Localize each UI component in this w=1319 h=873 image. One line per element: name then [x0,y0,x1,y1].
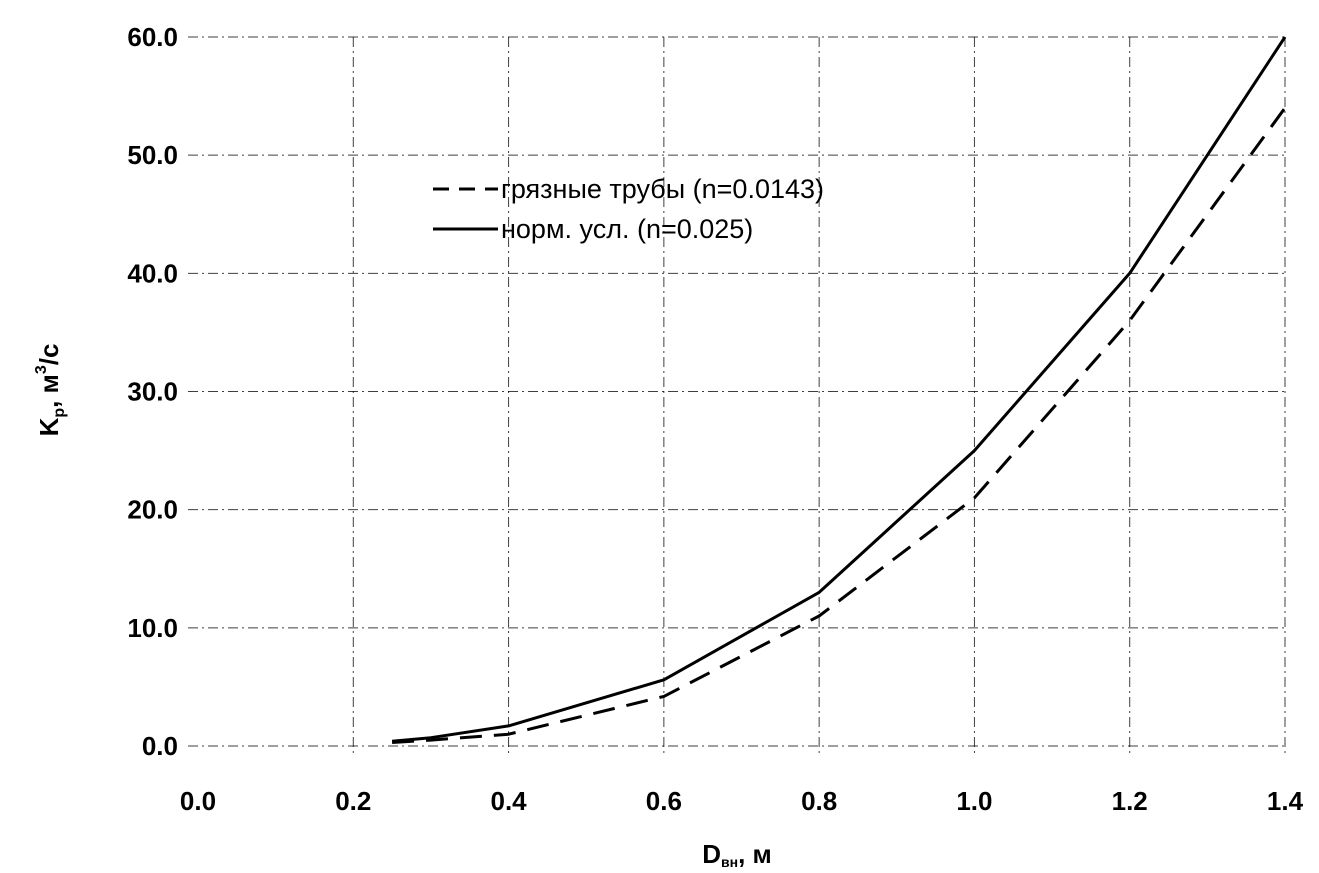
y-tick-label: 40.0 [127,258,178,288]
x-tick-label: 1.2 [1112,786,1148,816]
series-line-normal-conditions [391,36,1287,743]
series-lines [391,36,1287,744]
x-tick-label: 1.4 [1267,786,1304,816]
x-axis-title: Dвн, м [702,839,772,870]
x-tick-label: 0.6 [646,786,682,816]
x-tick-labels: 0.0 0.2 0.4 0.6 0.8 1.0 1.2 1.4 [180,786,1304,816]
x-tick-label: 0.2 [335,786,371,816]
y-tick-label: 50.0 [127,140,178,170]
grid-lines [188,36,1286,756]
y-tick-label: 60.0 [127,22,178,52]
x-tick-label: 0.8 [801,786,837,816]
y-tick-label: 20.0 [127,495,178,525]
x-tick-label: 0.4 [490,786,527,816]
legend: грязные трубы (n=0.0143) норм. усл. (n=0… [433,174,824,244]
x-tick-label: 1.0 [956,786,992,816]
x-tick-label: 0.0 [180,786,216,816]
legend-label-dirty-pipes: грязные трубы (n=0.0143) [501,174,824,204]
y-axis-title: Kр, м3/с [33,344,68,437]
legend-label-normal-conditions: норм. усл. (n=0.025) [501,214,753,244]
y-tick-labels: 0.0 10.0 20.0 30.0 40.0 50.0 60.0 [127,22,178,761]
y-tick-label: 10.0 [127,613,178,643]
series-line-dirty-pipes [392,107,1287,744]
y-tick-label: 0.0 [142,731,178,761]
y-tick-label: 30.0 [127,377,178,407]
